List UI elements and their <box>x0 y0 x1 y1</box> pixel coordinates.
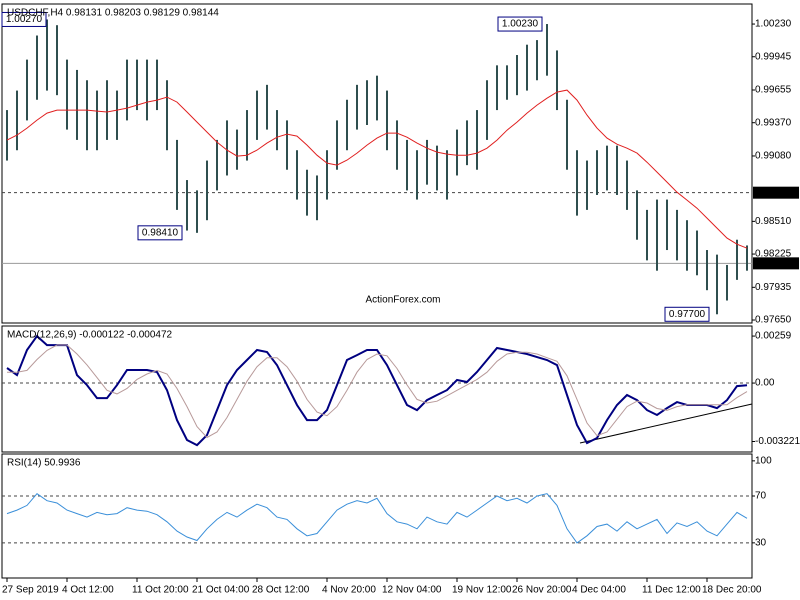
y-tick-label: 0.98510 <box>755 216 792 227</box>
y-tick-label: 100 <box>755 455 772 466</box>
annotation-label: 0.98410 <box>142 227 179 238</box>
x-tick-label: 11 Dec 12:00 <box>642 585 701 596</box>
panel-title: MACD(12,26,9) -0.000122 -0.000472 <box>7 330 173 341</box>
trend-line <box>579 403 753 444</box>
level-label-box <box>753 186 799 199</box>
annotation-box <box>664 306 710 322</box>
panel-frame <box>1 453 753 579</box>
level-label: 0.98144 <box>756 258 793 269</box>
x-tick-label: 18 Dec 20:00 <box>702 585 762 596</box>
series-line <box>6 89 748 249</box>
y-tick-label: -0.003221 <box>755 436 800 447</box>
x-tick-label: 27 Sep 2019 <box>2 585 59 596</box>
annotation-box <box>1 11 47 27</box>
y-tick-label: 0.99080 <box>755 151 792 162</box>
annotation-label: 0.97700 <box>669 309 706 320</box>
panel-frame <box>1 3 753 324</box>
series-line <box>7 344 748 439</box>
x-tick-label: 12 Nov 04:00 <box>382 585 442 596</box>
y-tick-label: 0.97935 <box>755 282 792 293</box>
y-tick-label: 0.98225 <box>755 249 792 260</box>
level-label-box <box>753 257 799 270</box>
x-tick-label: 4 Dec 04:00 <box>572 585 626 596</box>
level-label: 0.98760 <box>756 187 793 198</box>
annotation-label: 1.00230 <box>502 19 539 30</box>
y-tick-label: 0.99945 <box>755 51 792 62</box>
x-tick-label: 28 Oct 12:00 <box>252 585 310 596</box>
y-tick-label: 0.00 <box>755 378 775 389</box>
panel-frame <box>1 325 753 453</box>
series-line <box>6 334 748 447</box>
x-tick-label: 19 Nov 12:00 <box>452 585 512 596</box>
y-tick-label: 0.00259 <box>755 331 792 342</box>
panel-title: USDCHF,H4 0.98131 0.98203 0.98129 0.9814… <box>7 8 219 19</box>
y-tick-label: 70 <box>755 491 767 502</box>
watermark: ActionForex.com <box>365 295 440 306</box>
y-tick-label: 1.00230 <box>755 19 792 30</box>
x-tick-label: 21 Oct 04:00 <box>192 585 250 596</box>
series-line <box>6 493 748 544</box>
annotation-label: 1.00270 <box>6 14 43 25</box>
x-tick-label: 4 Oct 12:00 <box>62 585 114 596</box>
y-tick-label: 0.97650 <box>755 315 792 326</box>
x-tick-label: 26 Nov 20:00 <box>512 585 572 596</box>
annotation-box <box>497 16 543 32</box>
x-tick-label: 4 Nov 20:00 <box>322 585 376 596</box>
y-tick-label: 0.99370 <box>755 117 792 128</box>
x-tick-label: 11 Oct 20:00 <box>132 585 189 596</box>
panel-title: RSI(14) 50.9936 <box>7 458 81 469</box>
y-tick-label: 30 <box>755 537 767 548</box>
annotation-box <box>137 225 183 241</box>
y-tick-label: 0.99655 <box>755 85 792 96</box>
